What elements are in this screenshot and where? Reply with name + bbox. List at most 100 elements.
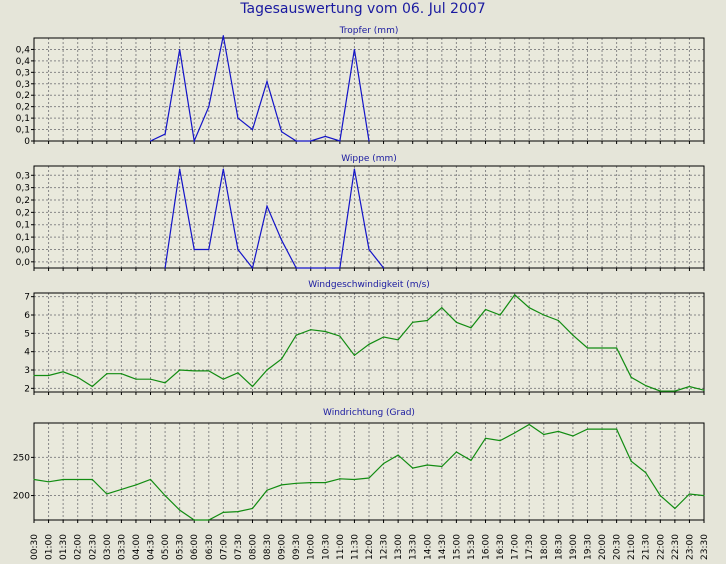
y-tick-label: 0,2 bbox=[16, 196, 30, 206]
data-point bbox=[251, 385, 254, 388]
data-point bbox=[237, 248, 239, 251]
y-tick-label: 0,4 bbox=[16, 57, 31, 67]
y-tick-label: 0,0 bbox=[16, 258, 31, 268]
data-point bbox=[310, 481, 312, 484]
data-point bbox=[295, 267, 297, 269]
x-tick-label: 01:00 bbox=[45, 534, 55, 560]
x-tick-label: 22:00 bbox=[656, 534, 666, 560]
data-point bbox=[688, 385, 691, 388]
data-point bbox=[368, 477, 370, 479]
data-point bbox=[179, 168, 181, 170]
data-point bbox=[368, 140, 370, 142]
data-point bbox=[572, 435, 574, 437]
x-tick-label: 09:00 bbox=[278, 534, 288, 560]
x-tick-label: 16:30 bbox=[496, 534, 506, 560]
data-point bbox=[149, 478, 152, 481]
data-point bbox=[514, 294, 516, 296]
data-point bbox=[353, 478, 356, 481]
plot-area bbox=[34, 38, 704, 141]
data-point bbox=[47, 481, 50, 483]
data-point bbox=[193, 370, 195, 372]
x-tick-label: 05:00 bbox=[161, 534, 171, 560]
x-tick-label: 04:00 bbox=[132, 534, 142, 560]
x-tick-label: 20:30 bbox=[613, 534, 623, 560]
data-point bbox=[310, 329, 312, 331]
data-point bbox=[149, 140, 152, 142]
data-point bbox=[77, 478, 79, 481]
data-point bbox=[120, 488, 122, 491]
data-point bbox=[91, 478, 93, 481]
data-point bbox=[193, 140, 195, 142]
y-tick-label: 250 bbox=[13, 453, 30, 463]
x-tick-label: 09:30 bbox=[292, 534, 302, 560]
data-point bbox=[324, 135, 326, 138]
x-tick-label: 19:00 bbox=[569, 534, 579, 560]
x-tick-label: 14:30 bbox=[438, 534, 448, 560]
data-point bbox=[281, 358, 283, 360]
x-tick-label: 18:30 bbox=[554, 534, 564, 560]
data-point bbox=[120, 373, 122, 375]
plot-frame bbox=[33, 422, 705, 521]
x-tick-label: 15:30 bbox=[467, 534, 477, 560]
x-tick-label: 10:00 bbox=[307, 534, 317, 560]
y-tick-label: 0,2 bbox=[16, 103, 30, 113]
data-point bbox=[310, 267, 312, 269]
page-title: Tagesauswertung vom 06. Jul 2007 bbox=[240, 1, 486, 17]
data-point bbox=[179, 369, 181, 371]
x-tick-label: 21:00 bbox=[627, 534, 637, 560]
series-line bbox=[150, 35, 370, 144]
x-tick-label: 05:30 bbox=[176, 534, 186, 560]
data-point bbox=[397, 454, 399, 456]
data-point bbox=[543, 433, 545, 436]
x-tick-label: 19:30 bbox=[583, 534, 593, 560]
data-point bbox=[208, 106, 210, 108]
x-tick-label: 12:30 bbox=[380, 534, 390, 560]
x-tick-label: 15:00 bbox=[452, 534, 462, 560]
panel-title: Windrichtung (Grad) bbox=[323, 408, 415, 418]
x-tick-label: 12:00 bbox=[365, 534, 375, 560]
data-point bbox=[353, 168, 356, 170]
data-point bbox=[645, 384, 647, 387]
data-point bbox=[674, 390, 676, 392]
data-point bbox=[62, 371, 64, 373]
data-point bbox=[251, 507, 254, 510]
series-line bbox=[164, 168, 385, 270]
data-point bbox=[251, 267, 254, 269]
data-point bbox=[528, 307, 530, 309]
data-point bbox=[324, 330, 326, 333]
x-tick-label: 06:00 bbox=[190, 534, 200, 560]
data-point bbox=[455, 451, 457, 453]
data-point bbox=[382, 462, 385, 465]
data-point bbox=[208, 370, 210, 372]
data-point bbox=[135, 378, 137, 380]
y-tick-label: 0,1 bbox=[16, 114, 30, 124]
data-point bbox=[106, 373, 108, 375]
data-point bbox=[164, 267, 166, 269]
y-tick-label: 0,2 bbox=[16, 91, 30, 101]
data-point bbox=[397, 339, 399, 341]
x-tick-label: 08:30 bbox=[263, 534, 273, 560]
data-point bbox=[514, 432, 516, 434]
data-point bbox=[193, 248, 195, 251]
data-point bbox=[368, 343, 370, 345]
x-tick-label: 16:00 bbox=[482, 534, 492, 560]
data-point bbox=[339, 140, 341, 142]
y-tick-label: 200 bbox=[13, 492, 30, 502]
data-point bbox=[164, 494, 166, 497]
y-tick-label: 0,4 bbox=[16, 45, 31, 55]
data-point bbox=[412, 467, 414, 469]
x-tick-label: 17:00 bbox=[511, 534, 521, 560]
x-tick-label: 21:30 bbox=[642, 534, 652, 560]
data-point bbox=[645, 472, 647, 474]
data-point bbox=[499, 314, 501, 316]
data-point bbox=[281, 484, 283, 486]
y-tick-label: 0,2 bbox=[16, 208, 30, 218]
panel-title: Windgeschwindigkeit (m/s) bbox=[308, 280, 430, 290]
data-point bbox=[281, 239, 283, 241]
data-point bbox=[674, 507, 676, 510]
x-tick-label: 13:00 bbox=[394, 534, 404, 560]
data-point bbox=[426, 464, 428, 466]
y-tick-label: 0,3 bbox=[16, 184, 30, 194]
x-tick-label: 23:30 bbox=[700, 534, 710, 560]
x-tick-label: 11:00 bbox=[336, 534, 346, 560]
